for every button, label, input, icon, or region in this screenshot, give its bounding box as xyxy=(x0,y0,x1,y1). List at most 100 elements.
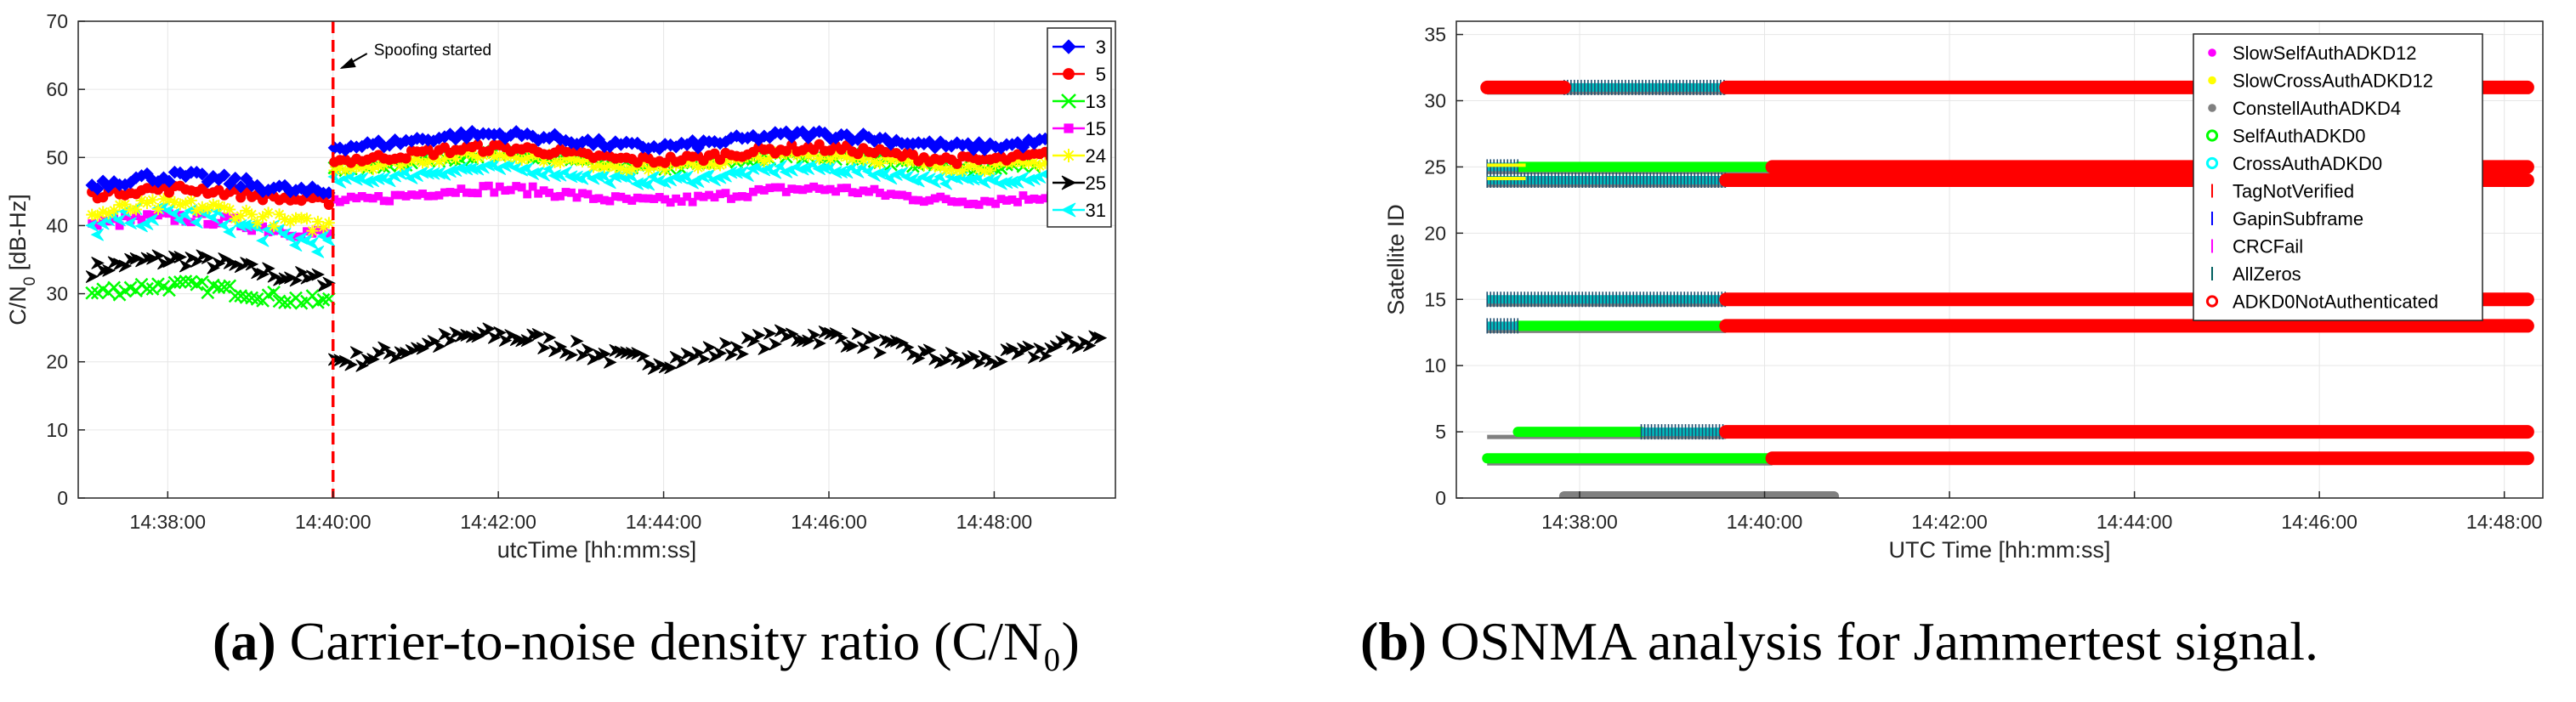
a-point-25-7 xyxy=(124,252,138,266)
a-point-15-138 xyxy=(848,188,857,197)
a-point-24-6 xyxy=(119,198,132,211)
a-point-25-147 xyxy=(895,337,909,350)
a-point-25-35 xyxy=(278,272,292,286)
a-point-25-137 xyxy=(840,339,854,353)
a-point-25-174 xyxy=(1044,342,1058,355)
a-point-25-129 xyxy=(796,334,810,348)
a-point-25-134 xyxy=(824,326,837,340)
a-point-15-161 xyxy=(974,200,984,209)
a-point-25-155 xyxy=(939,354,953,367)
a-point-15-101 xyxy=(644,194,653,203)
a-xtick-label-0: 14:38:00 xyxy=(130,511,207,533)
a-point-25-114 xyxy=(713,347,728,360)
a-point-15-149 xyxy=(908,195,917,205)
a-point-15-102 xyxy=(650,195,659,203)
a-point-24-23 xyxy=(213,200,225,212)
a-point-24-172 xyxy=(1033,160,1046,173)
a-series-3 xyxy=(85,124,1096,201)
b-legend-label-gapinsubframe: GapinSubframe xyxy=(2233,208,2363,229)
a-point-24-11 xyxy=(146,194,159,207)
a-point-25-138 xyxy=(846,339,860,353)
a-point-31-108 xyxy=(680,170,694,184)
a-point-25-81 xyxy=(531,328,546,341)
a-point-25-111 xyxy=(697,353,711,365)
a-point-25-107 xyxy=(675,356,689,370)
a-point-5-43 xyxy=(323,199,334,210)
a-point-24-66 xyxy=(449,152,462,165)
a-point-25-21 xyxy=(201,251,215,264)
a-point-24-41 xyxy=(311,215,324,228)
a-point-25-122 xyxy=(757,343,771,355)
a-ytick-label-2: 20 xyxy=(46,351,68,373)
a-point-25-34 xyxy=(273,273,287,286)
a-point-25-28 xyxy=(240,257,253,269)
a-point-13-20 xyxy=(195,275,209,289)
a-point-15-107 xyxy=(677,197,686,207)
a-legend-label-25: 25 xyxy=(1086,173,1106,194)
a-point-25-90 xyxy=(582,343,595,356)
a-point-24-164 xyxy=(990,158,1002,171)
a-point-15-67 xyxy=(457,184,466,194)
a-point-25-102 xyxy=(647,362,661,375)
a-point-25-67 xyxy=(455,329,468,343)
a-point-25-69 xyxy=(465,330,479,343)
b-sat-13 xyxy=(1486,318,2534,334)
a-point-24-104 xyxy=(659,163,672,176)
a-point-24-140 xyxy=(857,154,870,167)
a-point-24-34 xyxy=(273,208,286,221)
a-point-25-131 xyxy=(807,328,821,342)
a-point-15-162 xyxy=(980,196,989,206)
a-point-31-155 xyxy=(939,177,953,190)
a-point-25-100 xyxy=(636,349,650,363)
a-point-24-167 xyxy=(1006,156,1018,169)
caption-b-text: OSNMA analysis for Jammertest signal. xyxy=(1440,611,2318,671)
a-point-25-63 xyxy=(433,340,446,354)
a-point-15-167 xyxy=(1007,195,1017,204)
a-point-15-159 xyxy=(963,200,973,209)
a-point-24-78 xyxy=(515,153,528,166)
b-ytick-label-6: 30 xyxy=(1424,90,1446,112)
a-point-15-71 xyxy=(479,182,488,190)
a-point-24-109 xyxy=(686,157,699,170)
a-point-24-142 xyxy=(868,156,881,168)
a-point-15-6 xyxy=(121,212,129,221)
a-point-13-4 xyxy=(107,280,122,295)
a-point-25-50 xyxy=(360,353,375,366)
a-point-3-169 xyxy=(1016,140,1030,154)
a-point-15-112 xyxy=(705,190,713,200)
a-point-25-169 xyxy=(1017,342,1030,355)
a-legend-label-24: 24 xyxy=(1086,145,1106,167)
a-legend-label-31: 31 xyxy=(1086,200,1106,221)
a-point-13-10 xyxy=(140,281,154,296)
a-point-24-14 xyxy=(162,193,175,206)
a-point-15-135 xyxy=(831,187,841,196)
a-ytick-label-6: 60 xyxy=(46,78,68,100)
a-point-15-84 xyxy=(550,192,559,201)
a-point-25-124 xyxy=(769,337,782,351)
a-point-15-171 xyxy=(1030,194,1039,203)
a-point-24-100 xyxy=(637,156,650,169)
a-point-15-8 xyxy=(132,212,140,220)
a-point-24-46 xyxy=(339,164,352,177)
a-point-25-77 xyxy=(509,333,524,347)
a-point-24-35 xyxy=(279,212,292,225)
a-xtick-label-1: 14:40:00 xyxy=(295,511,372,533)
a-point-25-3 xyxy=(102,263,116,277)
b-xtick-label-0: 14:38:00 xyxy=(1541,511,1618,533)
a-point-25-40 xyxy=(306,269,320,283)
a-point-24-16 xyxy=(173,198,186,211)
a-point-24-70 xyxy=(471,151,484,164)
a-point-25-74 xyxy=(493,326,507,339)
a-point-15-97 xyxy=(621,195,631,203)
a-point-24-18 xyxy=(184,194,197,207)
a-point-15-130 xyxy=(803,184,813,193)
a-point-3-22 xyxy=(207,169,220,184)
a-point-25-15 xyxy=(168,250,182,263)
a-point-15-141 xyxy=(865,187,873,196)
a-point-25-133 xyxy=(818,326,832,338)
a-point-15-5 xyxy=(115,221,124,230)
a-point-24-24 xyxy=(218,201,230,214)
a-point-15-74 xyxy=(495,182,504,191)
a-point-25-115 xyxy=(719,337,733,350)
a-point-25-13 xyxy=(157,257,171,270)
